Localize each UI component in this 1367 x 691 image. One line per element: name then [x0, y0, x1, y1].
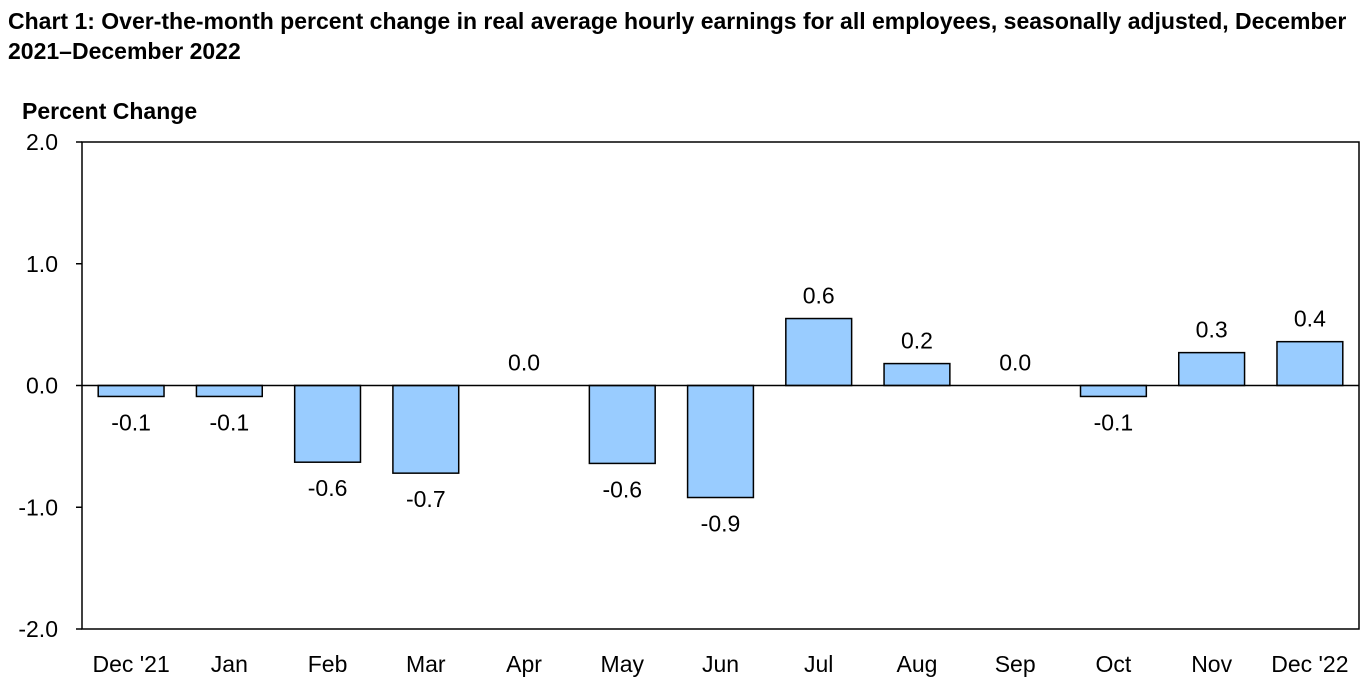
data-label: 0.2 [901, 328, 933, 354]
bar [1079, 384, 1148, 398]
y-tick-label: 1.0 [26, 251, 58, 277]
y-tick-label: -2.0 [18, 616, 58, 642]
data-label: 0.6 [803, 283, 835, 309]
x-tick-label: Sep [995, 651, 1036, 677]
x-tick-label: Dec '22 [1271, 651, 1348, 677]
x-tick-label: Nov [1191, 651, 1232, 677]
x-tick-label: Mar [406, 651, 446, 677]
x-tick-label: Oct [1096, 651, 1132, 677]
bar [195, 384, 264, 398]
bars [97, 317, 1344, 499]
data-label: -0.7 [406, 486, 446, 512]
bar [1177, 351, 1246, 387]
data-label: -0.6 [308, 475, 348, 501]
bar [1276, 340, 1344, 387]
data-label: -0.1 [111, 409, 151, 435]
y-tick-label: 0.0 [26, 373, 58, 399]
chart-title: Chart 1: Over-the-month percent change i… [8, 8, 1347, 64]
bar [785, 317, 853, 387]
bar [293, 384, 362, 463]
x-ticks: Dec '21 Jan Feb Mar Apr May Jun Jul Aug Sep Oct Nov… [92, 651, 1348, 677]
data-label: 0.4 [1294, 306, 1326, 332]
x-tick-label: Dec '21 [92, 651, 169, 677]
bar [686, 384, 755, 499]
bar [97, 384, 165, 398]
bar [883, 362, 951, 387]
y-axis-label: Percent Change [22, 98, 198, 124]
x-tick-label: Aug [896, 651, 937, 677]
bar [392, 384, 460, 474]
data-label: 0.0 [508, 350, 540, 376]
x-tick-label: Feb [308, 651, 348, 677]
x-tick-label: May [601, 651, 645, 677]
bar [588, 384, 656, 465]
x-tick-label: Jan [211, 651, 248, 677]
data-labels: -0.1 -0.1 -0.6 -0.7 0.0 -0.6 -0.9 0.6 0.2 0.0 -0.1… [111, 283, 1326, 537]
data-label: -0.6 [602, 476, 642, 502]
data-label: -0.1 [1094, 409, 1134, 435]
data-label: 0.3 [1196, 317, 1228, 343]
data-label: 0.0 [999, 350, 1031, 376]
y-tick-label: 2.0 [26, 129, 58, 155]
x-tick-label: Jun [702, 651, 739, 677]
data-label: -0.9 [701, 511, 741, 537]
y-tick-label: -1.0 [18, 494, 58, 520]
x-tick-label: Jul [804, 651, 833, 677]
x-tick-label: Apr [506, 651, 542, 677]
y-ticks: 2.0 1.0 0.0 -1.0 -2.0 [18, 129, 82, 642]
data-label: -0.1 [210, 409, 250, 435]
